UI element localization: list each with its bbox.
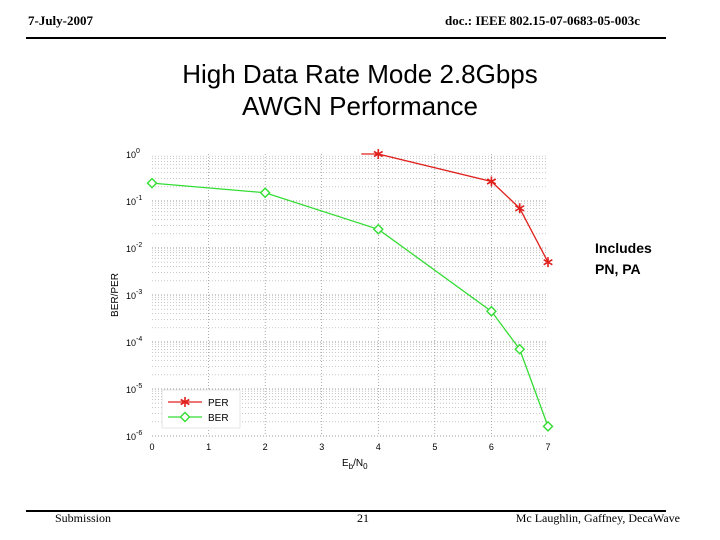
footer-page-number: 21: [357, 511, 369, 525]
x-tick-label: 2: [263, 442, 268, 452]
chart-note: Includes PN, PA: [595, 238, 652, 280]
header-doc-id: doc.: IEEE 802.15-07-0683-05-003c: [445, 13, 640, 28]
ber-point: [485, 305, 497, 317]
header-date: 7-July-2007: [28, 13, 93, 28]
y-axis-label: BER/PER: [110, 273, 121, 317]
y-tick-label: 10-5: [126, 383, 142, 395]
x-tick-label: 5: [432, 442, 437, 452]
ber-point: [542, 420, 554, 432]
per-point: [486, 176, 497, 187]
x-tick-label: 1: [206, 442, 211, 452]
legend-box: [161, 389, 241, 429]
legend-ber-marker: [179, 411, 191, 423]
y-tick-label: 10-6: [126, 430, 142, 442]
header-rule: [26, 37, 666, 39]
x-tick-label: 3: [319, 442, 324, 452]
ber-series-line: [151, 182, 549, 427]
footer-authors: Mc Laughlin, Gaffney, DecaWave: [515, 511, 680, 525]
per-point: [543, 257, 553, 268]
y-tick-label: 10-4: [126, 336, 142, 348]
x-tick-label: 6: [489, 442, 494, 452]
footer-rule: [26, 510, 666, 512]
legend-per-label: PER: [208, 398, 229, 409]
chart-note-line1: Includes: [595, 240, 652, 256]
y-tick-label: 100: [126, 148, 140, 160]
x-axis-label: Eb/N0: [342, 458, 368, 471]
slide-title: High Data Rate Mode 2.8Gbps AWGN Perform…: [0, 58, 720, 122]
x-tick-label: 7: [545, 442, 550, 452]
ber-point: [146, 177, 158, 189]
legend-ber-label: BER: [208, 413, 229, 424]
ber-point: [372, 223, 384, 235]
ber-point: [514, 343, 526, 355]
y-tick-label: 10-3: [126, 289, 142, 301]
chart-note-line2: PN, PA: [595, 261, 641, 277]
per-point: [373, 149, 384, 159]
footer-submission: Submission: [55, 511, 112, 525]
x-tick-label: 4: [376, 442, 381, 452]
slide-title-line1: High Data Rate Mode 2.8Gbps: [182, 59, 538, 89]
ber-point: [259, 187, 271, 199]
legend-per-marker: [180, 397, 190, 407]
per-point: [514, 203, 525, 214]
y-tick-label: 10-2: [126, 242, 142, 254]
x-tick-label: 0: [149, 442, 154, 452]
y-tick-label: 10-1: [126, 195, 142, 207]
slide-title-line2: AWGN Performance: [242, 91, 478, 121]
